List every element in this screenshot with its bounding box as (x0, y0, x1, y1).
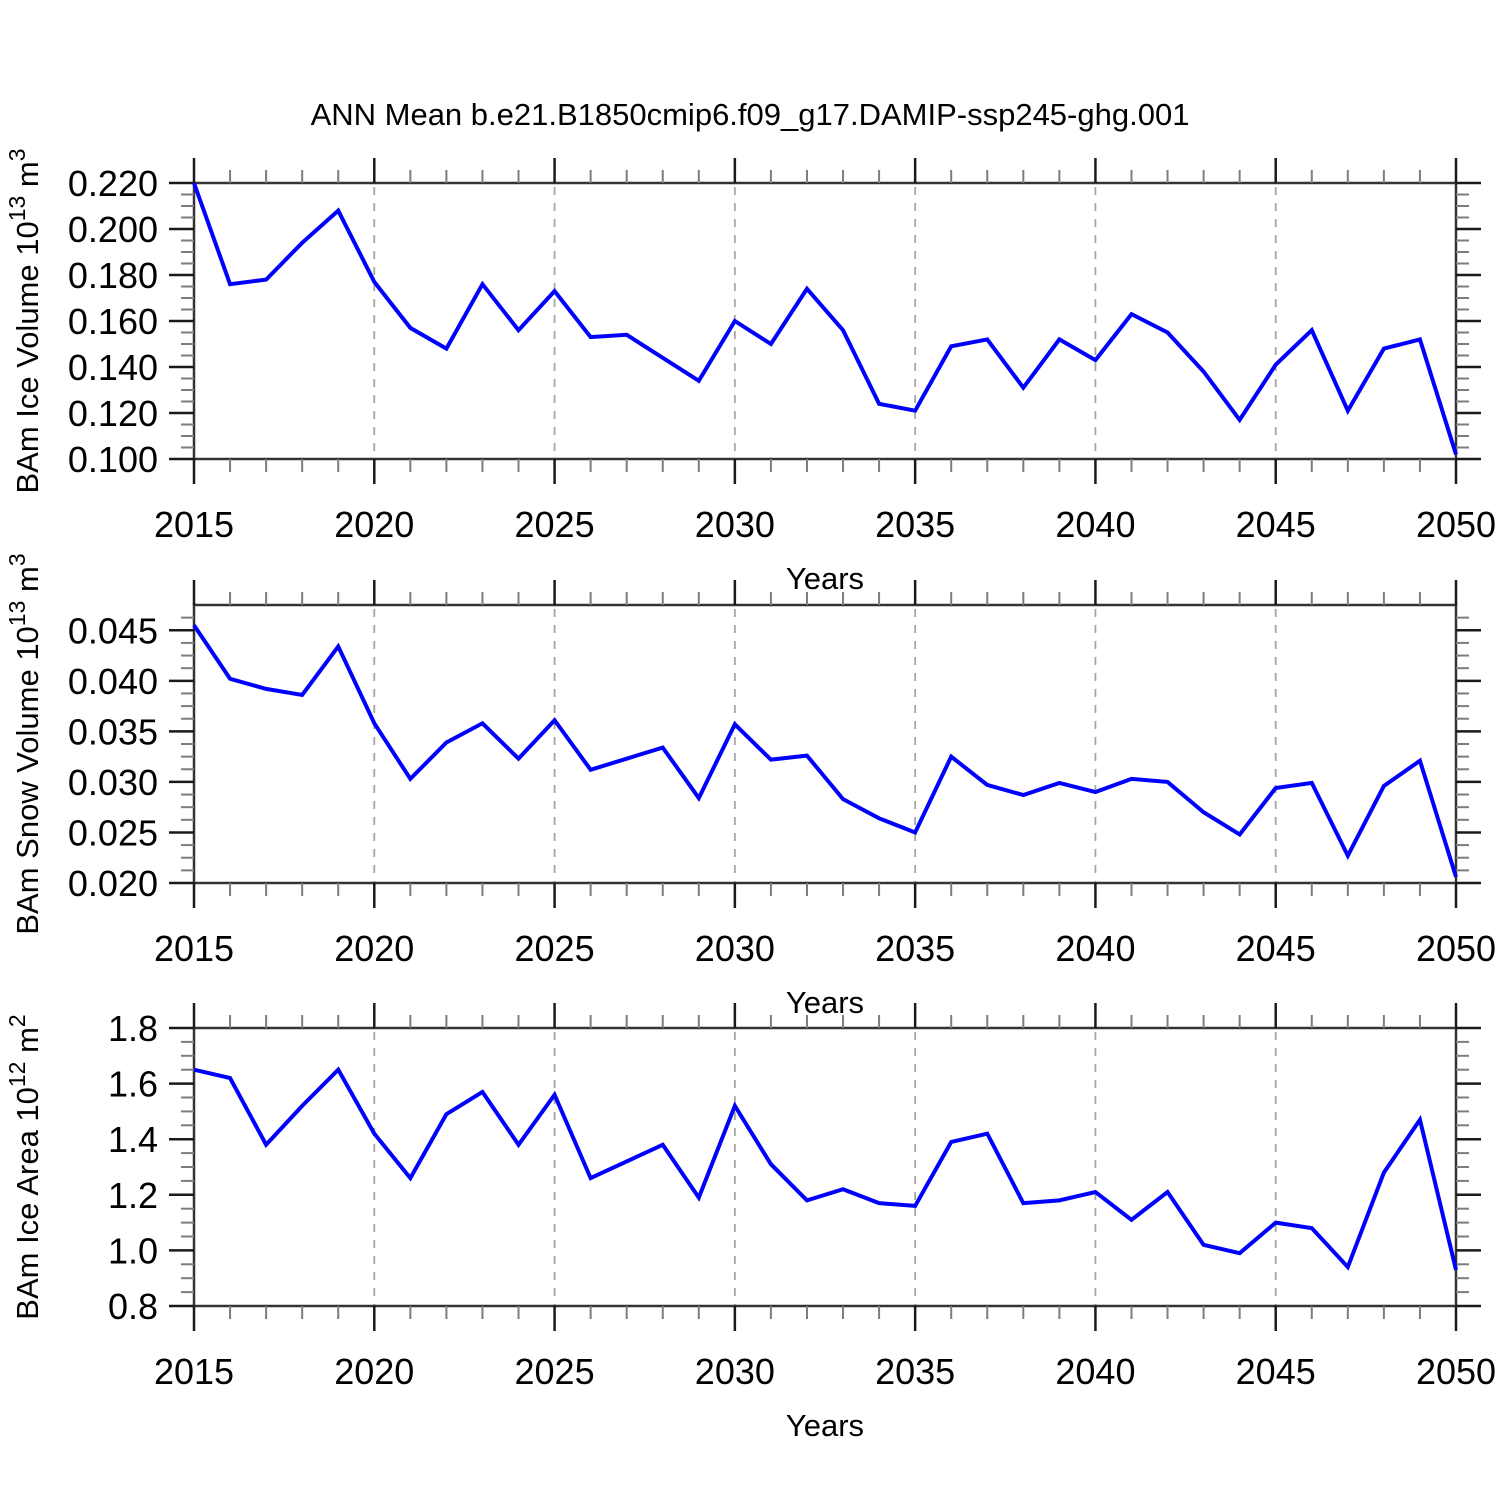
y-axis-title-superscript: 13 (4, 196, 30, 222)
plot-frame (192, 1026, 1458, 1308)
y-tick-label: 1.2 (108, 1175, 158, 1216)
y-axis-title-superscript: 3 (4, 553, 30, 566)
y-tick-label: 0.140 (68, 347, 158, 388)
x-tick-label: 2025 (515, 1351, 595, 1392)
x-axis-title: Years (786, 561, 864, 596)
y-axis-title-superscript: 3 (4, 148, 30, 161)
x-tick-label: 2035 (875, 928, 955, 969)
y-axis-title-superscript: 2 (4, 1014, 30, 1027)
data-line (192, 624, 1458, 878)
x-tick-label: 2030 (695, 1351, 775, 1392)
x-tick-label: 2050 (1416, 1351, 1496, 1392)
y-tick-label: 0.8 (108, 1286, 158, 1327)
y-tick-label: 0.020 (68, 863, 158, 904)
x-tick-label: 2040 (1055, 1351, 1135, 1392)
y-tick-label: 0.025 (68, 812, 158, 853)
x-tick-label: 2035 (875, 1351, 955, 1392)
x-tick-label: 2040 (1055, 928, 1135, 969)
y-axis-title-part: m (10, 1027, 45, 1061)
y-tick-label: 0.045 (68, 610, 158, 651)
chart-bam-ice-area: 0.8 1.0 1.2 1.4 1.6 1.8 2015 2020 2025 2030 2035 20… (4, 1003, 1496, 1443)
y-axis-title-part: BAm Ice Volume 10 (10, 221, 45, 493)
x-tick-label: 2045 (1236, 928, 1316, 969)
x-tick-label: 2025 (515, 504, 595, 545)
y-axis-title-part: BAm Ice Area 10 (10, 1087, 45, 1320)
x-tick-label: 2015 (154, 928, 234, 969)
y-axis-title-part: m (10, 566, 45, 600)
y-tick-label: 1.8 (108, 1008, 158, 1049)
data-line (193, 1066, 1458, 1271)
data-line (192, 182, 1458, 455)
x-tick-label: 2045 (1236, 504, 1316, 545)
y-tick-label: 0.220 (68, 163, 158, 204)
x-tick-label: 2050 (1416, 504, 1496, 545)
y-axis-title: BAm Ice Volume 1013 m3 (4, 148, 45, 493)
y-tick-label: 0.040 (68, 661, 158, 702)
chart-bam-snow-volume: 0.020 0.025 0.030 0.035 0.040 0.045 2015 2020 20… (4, 553, 1496, 1020)
x-tick-label: 2020 (334, 504, 414, 545)
y-axis-title: BAm Ice Area 1012 m2 (4, 1014, 45, 1319)
y-tick-label: 1.6 (108, 1064, 158, 1105)
y-axis-title-superscript: 13 (4, 601, 30, 627)
x-axis-title: Years (786, 985, 864, 1020)
plot-frame (192, 603, 1458, 885)
y-tick-label: 1.0 (108, 1230, 158, 1271)
y-axis-title-superscript: 12 (4, 1062, 30, 1088)
y-tick-label: 1.4 (108, 1119, 158, 1160)
x-tick-label: 2015 (154, 504, 234, 545)
y-axis-title-part: BAm Snow Volume 10 (10, 626, 45, 934)
y-tick-label: 0.030 (68, 762, 158, 803)
y-axis-title-part: m (10, 161, 45, 195)
chart-bam-ice-volume: 0.100 0.120 0.140 0.160 0.180 0.200 0.220 2015 2… (4, 148, 1496, 596)
x-axis-title: Years (786, 1408, 864, 1443)
y-tick-label: 0.200 (68, 209, 158, 250)
y-tick-label: 0.180 (68, 255, 158, 296)
x-tick-label: 2030 (695, 504, 775, 545)
y-tick-label: 0.160 (68, 301, 158, 342)
x-tick-label: 2030 (695, 928, 775, 969)
figure-title: ANN Mean b.e21.B1850cmip6.f09_g17.DAMIP-… (310, 97, 1190, 132)
y-tick-label: 0.100 (68, 439, 158, 480)
y-tick-label: 0.120 (68, 393, 158, 434)
x-tick-label: 2040 (1055, 504, 1135, 545)
x-tick-label: 2025 (515, 928, 595, 969)
plot-frame (192, 181, 1458, 461)
x-tick-label: 2035 (875, 504, 955, 545)
x-tick-label: 2020 (334, 928, 414, 969)
x-tick-label: 2045 (1236, 1351, 1316, 1392)
y-tick-label: 0.035 (68, 711, 158, 752)
x-tick-label: 2015 (154, 1351, 234, 1392)
y-axis-title: BAm Snow Volume 1013 m3 (4, 553, 45, 934)
x-tick-label: 2050 (1416, 928, 1496, 969)
x-tick-label: 2020 (334, 1351, 414, 1392)
